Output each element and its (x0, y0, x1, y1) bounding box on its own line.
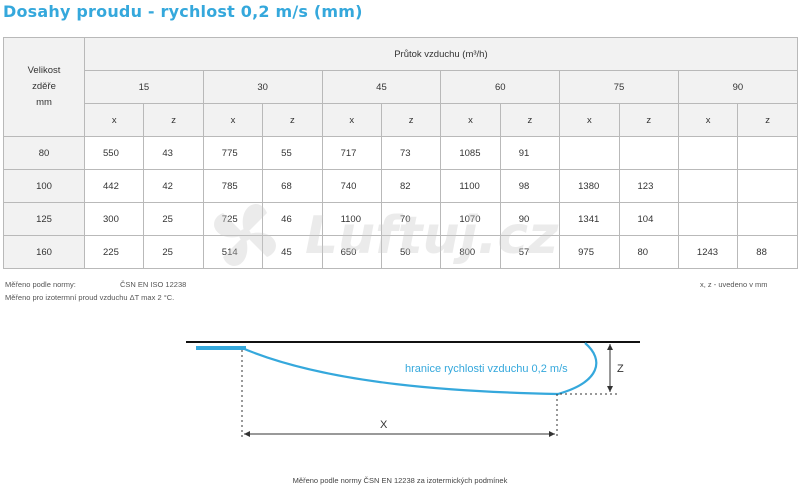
z-value-cell: 42 (143, 169, 204, 203)
z-value-cell: 73 (380, 136, 442, 170)
z-subheader: z (737, 103, 798, 137)
z-subheader: z (262, 103, 323, 137)
throw-table: Velikost zděře mm Průtok vzduchu (m³/h) … (3, 37, 798, 269)
x-subheader: x (440, 103, 501, 137)
x-value-cell (677, 202, 739, 236)
page-title: Dosahy proudu - rychlost 0,2 m/s (mm) (3, 2, 363, 21)
x-value-cell (677, 169, 739, 203)
z-value-cell: 88 (737, 235, 798, 269)
isothermal-note: Měřeno pro izotermní proud vzduchu ΔT ma… (5, 293, 175, 302)
z-value-cell: 82 (380, 169, 442, 203)
x-value-cell: 725 (202, 202, 264, 236)
flow-col-header: 45 (321, 70, 442, 104)
flow-col-header: 30 (202, 70, 323, 104)
z-value-cell: 104 (618, 202, 679, 236)
z-value-cell: 123 (618, 169, 679, 203)
z-value-cell (618, 136, 679, 170)
x-subheader: x (559, 103, 620, 137)
z-subheader: z (143, 103, 204, 137)
x-value-cell: 1085 (440, 136, 501, 170)
z-value-cell: 70 (380, 202, 442, 236)
x-value-cell: 740 (321, 169, 382, 203)
flow-col-header: 15 (84, 70, 204, 104)
x-value-cell: 1341 (559, 202, 620, 236)
flow-col-header: 60 (440, 70, 561, 104)
x-subheader: x (83, 103, 145, 137)
x-value-cell: 550 (83, 136, 145, 170)
size-header-line: Velikost (27, 65, 61, 76)
x-value-cell: 785 (202, 169, 264, 203)
z-value-cell: 46 (262, 202, 323, 236)
z-value-cell: 45 (262, 235, 323, 269)
z-value-cell: 91 (499, 136, 561, 170)
z-value-cell: 98 (499, 169, 561, 203)
x-value-cell: 300 (83, 202, 145, 236)
z-value-cell: 50 (380, 235, 442, 269)
flow-col-header: 90 (677, 70, 798, 104)
norm-value: ČSN EN ISO 12238 (120, 280, 187, 289)
x-value-cell: 775 (202, 136, 264, 170)
throw-diagram: hranice rychlosti vzduchu 0,2 m/s Z X (186, 341, 640, 438)
z-value-cell (737, 169, 798, 203)
z-subheader: z (380, 103, 442, 137)
table-row: 160 225 25 514 45 650 50 800 57 975 80 1243 88 (3, 235, 798, 269)
norm-label: Měřeno podle normy: (5, 280, 76, 289)
z-value-cell: 57 (499, 235, 561, 269)
z-value-cell (737, 202, 798, 236)
z-value-cell (737, 136, 798, 170)
x-value-cell: 717 (321, 136, 382, 170)
x-value-cell: 1243 (677, 235, 739, 269)
z-subheader: z (499, 103, 561, 137)
x-value-cell: 442 (83, 169, 145, 203)
size-cell: 125 (3, 202, 85, 236)
x-value-cell: 1100 (321, 202, 382, 236)
z-value-cell: 55 (262, 136, 323, 170)
table-row: 100 442 42 785 68 740 82 1100 98 1380 123 (3, 169, 798, 203)
z-label: Z (617, 363, 624, 375)
size-cell: 160 (3, 235, 85, 269)
x-value-cell (677, 136, 739, 170)
x-value-cell: 1380 (559, 169, 620, 203)
x-value-cell: 800 (440, 235, 501, 269)
size-cell: 80 (3, 136, 85, 170)
x-value-cell (559, 136, 620, 170)
footer-note: Měřeno podle normy ČSN EN 12238 za izote… (292, 476, 508, 485)
diffuser-outlet (196, 346, 246, 350)
z-value-cell: 25 (143, 202, 204, 236)
units-note: x, z - uvedeno v mm (700, 280, 768, 289)
x-value-cell: 650 (321, 235, 382, 269)
x-value-cell: 514 (202, 235, 264, 269)
z-value-cell: 80 (618, 235, 679, 269)
size-header-line: zděře (32, 81, 56, 92)
curve-label: hranice rychlosti vzduchu 0,2 m/s (405, 363, 568, 375)
size-cell: 100 (3, 169, 85, 203)
x-value-cell: 225 (83, 235, 145, 269)
x-subheader: x (677, 103, 739, 137)
x-value-cell: 975 (559, 235, 620, 269)
size-header-line: mm (36, 97, 52, 108)
x-value-cell: 1070 (440, 202, 501, 236)
table-row: 125 300 25 725 46 1100 70 1070 90 1341 104 (3, 202, 798, 236)
x-value-cell: 1100 (440, 169, 501, 203)
z-value-cell: 90 (499, 202, 561, 236)
flow-header: Průtok vzduchu (m³/h) (84, 37, 798, 71)
z-value-cell: 43 (143, 136, 204, 170)
x-label: X (380, 419, 388, 431)
size-header: Velikost zděře mm (3, 37, 85, 137)
x-subheader: x (321, 103, 382, 137)
velocity-boundary-curve (241, 342, 598, 396)
z-value-cell: 68 (262, 169, 323, 203)
x-subheader: x (202, 103, 264, 137)
table-row: 80 550 43 775 55 717 73 1085 91 (3, 136, 798, 170)
z-subheader: z (618, 103, 679, 137)
flow-col-header: 75 (559, 70, 679, 104)
z-value-cell: 25 (143, 235, 204, 269)
